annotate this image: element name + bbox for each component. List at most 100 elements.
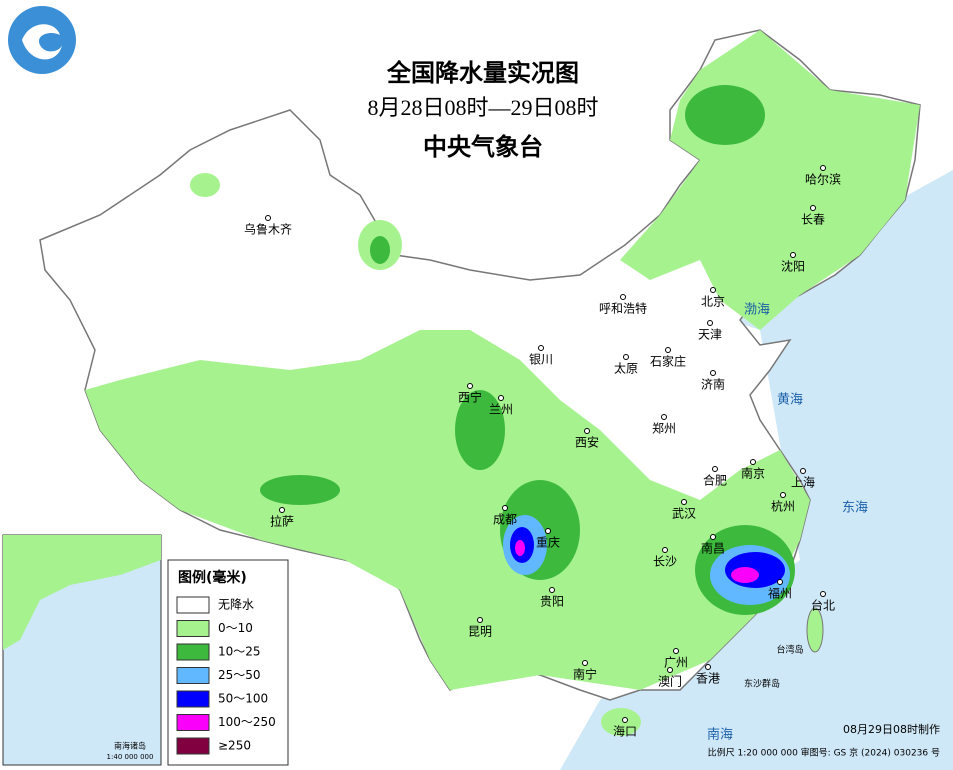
city-label: 长春 [801,213,825,227]
legend-label: 25～50 [218,668,261,682]
city-dot [707,320,713,326]
city-label: 重庆 [536,536,560,550]
legend-frame [167,559,289,766]
rain-area [731,567,759,583]
city-dot [673,648,679,654]
agency: 中央气象台 [423,133,543,161]
city-label: 天津 [698,328,722,342]
city-dot [661,414,667,420]
city-dot [620,294,626,300]
city-label: 太原 [614,361,638,376]
city-dot [710,287,716,293]
city-dot [780,492,786,498]
city-dot [265,215,271,221]
city-dot [705,664,711,670]
scale-note: 比例尺 1:20 000 000 审图号: GS 京 (2024) 030236… [708,747,940,759]
inset-label: 南海诸岛 [114,741,146,751]
city-dot [790,252,796,258]
city-label: 拉萨 [270,514,294,529]
rain-area [455,390,505,470]
city-dot [538,345,544,351]
city-dot [623,354,629,360]
city-label: 杭州 [771,499,795,514]
city-dot [665,347,671,353]
city-dot [584,428,590,434]
sea-label: 渤海 [744,302,770,318]
subtitle: 8月28日08时—29日08时 [367,95,598,120]
city-label: 沈阳 [781,259,805,274]
city-dot [820,165,826,171]
city-dot [710,534,716,540]
city-label: 呼和浩特 [599,301,647,316]
city-dot [820,591,826,597]
city-label: 郑州 [652,421,676,436]
city-label: 香港 [696,672,720,686]
rain-100-250 [515,540,759,583]
city-dot [667,667,673,673]
taiwan [806,607,824,653]
made-time: 08月29日08时制作 [843,723,940,736]
city-label: 石家庄 [650,354,686,369]
legend-swatch [176,620,210,637]
city-label: 合肥 [703,473,727,488]
city-label: 银川 [529,353,553,367]
city-label: 武汉 [672,507,696,521]
city-label: 西宁 [458,390,482,405]
inset: 南海诸岛 1:40 000 000 [2,534,162,766]
city-label: 海口 [613,724,637,739]
rain-area [370,236,390,264]
city-label: 上海 [791,475,815,490]
city-label: 济南 [701,377,725,392]
logo-mark [22,24,62,60]
legend-label: 0～10 [218,621,253,635]
city-dot [502,505,508,511]
legend-label: 无降水 [218,598,254,612]
city-dot [549,587,555,593]
island-label: 东沙群岛 [744,678,780,690]
city-dot [777,579,783,585]
city-label: 昆明 [468,625,492,639]
rain-area [685,85,765,145]
city-dot [712,466,718,472]
city-dot [710,370,716,376]
city-label: 广州 [664,656,688,670]
city-dot [582,660,588,666]
rain-area [260,475,340,505]
legend-swatch [176,737,210,755]
city-dot [800,468,806,474]
city-label: 贵阳 [540,595,564,609]
city-label: 西安 [575,435,599,450]
city-dot [750,459,756,465]
city-dot [477,617,483,623]
legend-title: 图例(毫米) [178,569,247,586]
city-label: 台北 [811,598,835,613]
legend-swatch [176,596,210,614]
city-dot [662,547,668,553]
legend-label: 50～100 [218,692,268,706]
logo-circle [8,6,76,74]
city-label: 兰州 [489,403,513,417]
title: 全国降水量实况图 [386,59,579,87]
city-label: 南京 [741,466,765,481]
city-label: 澳门 [658,674,682,689]
island-label: 台湾岛 [776,644,803,656]
rain-area [85,330,810,690]
sea-label: 东海 [842,501,868,516]
rain-area [601,708,641,736]
inset-land [3,535,161,650]
city-label: 南昌 [701,541,725,556]
city-label: 成都 [493,513,517,527]
legend-label: 10～25 [218,645,261,659]
city-dot [279,507,285,513]
city-label: 南宁 [573,667,597,682]
legend-swatch [176,690,210,708]
city-dot [810,205,816,211]
legend-swatch [176,643,210,661]
city-dot [467,383,473,389]
city-label: 长沙 [653,555,677,569]
city-dot [498,395,504,401]
city-label: 福州 [768,586,792,601]
